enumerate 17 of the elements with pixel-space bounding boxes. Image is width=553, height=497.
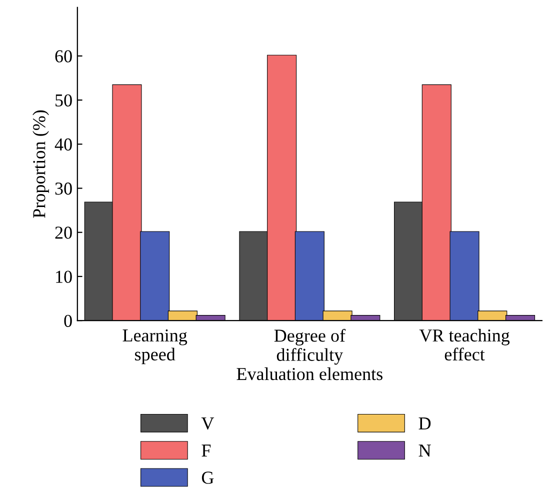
legend-label: N [418, 444, 431, 456]
y-axis-title: Proportion (%) [32, 110, 49, 218]
x-axis-title: Evaluation elements [236, 367, 382, 380]
x-tick-label: Learning speed [122, 329, 188, 364]
legend-label: V [201, 418, 214, 430]
x-tick-label: Degree of difficulty [274, 328, 346, 365]
x-tick-label: VR teaching effect [419, 328, 510, 361]
y-tick-label: 60 [55, 50, 72, 62]
y-tick-label: 40 [54, 138, 72, 151]
y-tick-label: 30 [55, 182, 72, 195]
y-tick-label: 50 [56, 94, 72, 107]
legend-label: D [418, 418, 431, 430]
y-tick-label: 10 [56, 270, 72, 283]
y-tick-label: 0 [64, 314, 72, 328]
legend-label: F [202, 444, 211, 456]
y-tick-label: 20 [55, 226, 72, 239]
legend-label: G [202, 472, 214, 484]
